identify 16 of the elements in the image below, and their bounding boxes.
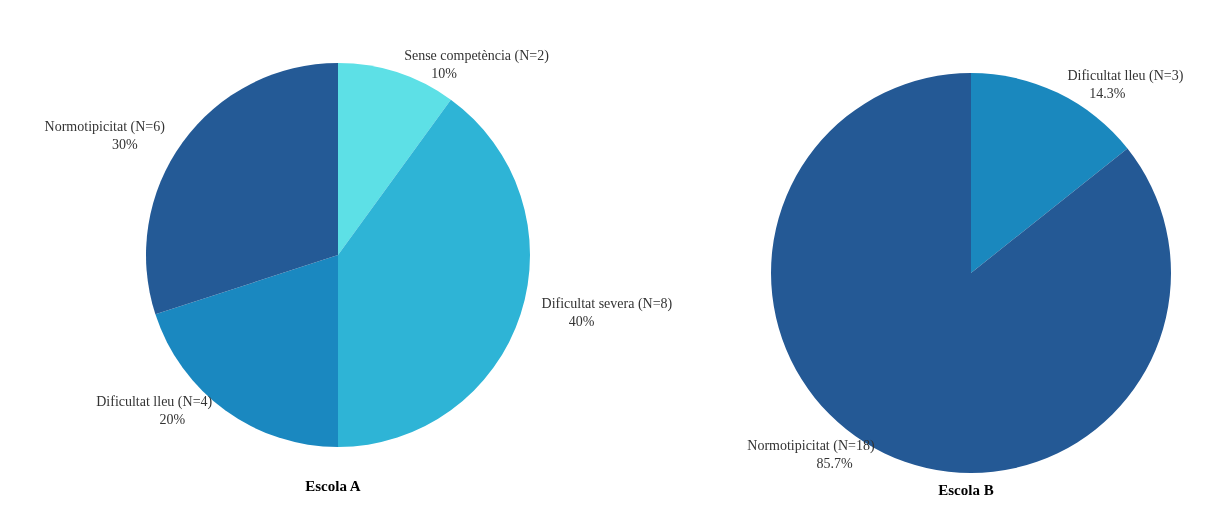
slice-label: Normotipicitat (N=18) <box>747 437 875 454</box>
slice-label: Dificultat lleu (N=4) <box>96 394 213 411</box>
slice-label: Normotipicitat (N=6) <box>44 119 166 136</box>
text: Escola B <box>937 482 995 499</box>
slice-label: Sense competència (N=2) <box>404 47 550 64</box>
data-label: 40% <box>568 313 595 329</box>
pie-slice <box>155 255 338 447</box>
data-label: 20% <box>159 412 186 428</box>
pie-slice <box>338 99 530 447</box>
data-label: 85.7% <box>816 455 853 471</box>
data-label: 10% <box>431 65 458 81</box>
slice-label: Dificultat lleu (N=3) <box>1067 68 1184 85</box>
data-label: 30% <box>112 137 139 153</box>
text: Escola A <box>304 478 362 495</box>
slice-label: Dificultat severa (N=8) <box>541 295 673 312</box>
data-label: 14.3% <box>1089 86 1126 102</box>
